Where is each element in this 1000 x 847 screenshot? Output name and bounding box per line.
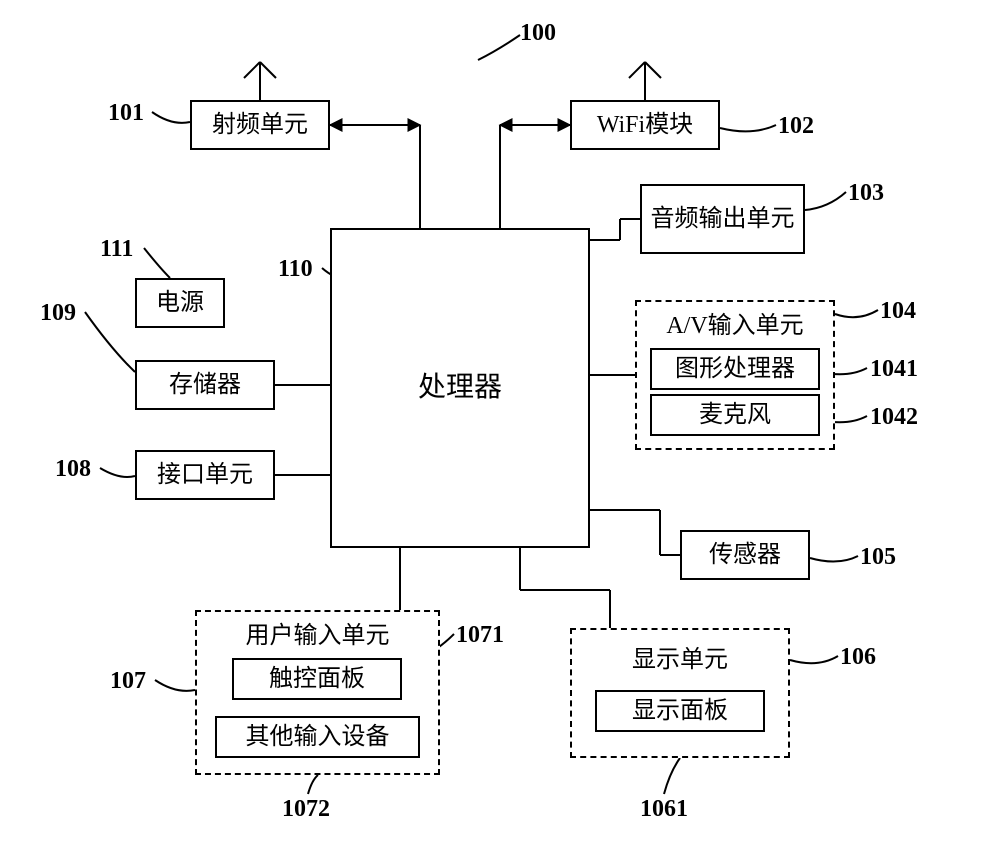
leader-1072 (308, 775, 318, 794)
edge-processor-rf (330, 125, 420, 228)
gpu-label: 图形处理器 (675, 355, 795, 384)
touch-panel-box: 触控面板 (232, 658, 402, 700)
ref-105: 105 (860, 544, 896, 571)
diagram-canvas: 处理器 射频单元 WiFi模块 音频输出单元 A/V输入单元 图形处理器 麦克风… (0, 0, 1000, 847)
leader-103 (805, 192, 846, 210)
power-label: 电源 (156, 289, 204, 318)
memory-box: 存储器 (135, 360, 275, 410)
leader-102 (720, 125, 776, 131)
ref-106: 106 (840, 644, 876, 671)
display-panel-label: 显示面板 (632, 697, 728, 726)
edge-processor-wifi (500, 125, 570, 228)
ref-1061: 1061 (640, 796, 688, 823)
ref-1041: 1041 (870, 356, 918, 383)
ref-102: 102 (778, 113, 814, 140)
sensor-box: 传感器 (680, 530, 810, 580)
rf-unit-box: 射频单元 (190, 100, 330, 150)
audio-out-label: 音频输出单元 (651, 205, 795, 234)
display-group-title: 显示单元 (572, 646, 788, 675)
wifi-label: WiFi模块 (597, 111, 693, 140)
other-input-label: 其他输入设备 (246, 723, 390, 752)
leader-106 (790, 656, 838, 663)
edge-processor-display (520, 548, 610, 628)
ref-110: 110 (278, 256, 313, 283)
ref-108: 108 (55, 456, 91, 483)
leader-109 (85, 312, 135, 372)
edge-processor-audio (590, 219, 640, 240)
ref-103: 103 (848, 180, 884, 207)
processor-box: 处理器 (330, 228, 590, 548)
leader-101 (152, 112, 190, 123)
wifi-antenna-icon (629, 62, 661, 100)
leader-108 (100, 468, 135, 477)
power-box: 电源 (135, 278, 225, 328)
ref-101: 101 (108, 100, 144, 127)
ref-1072: 1072 (282, 796, 330, 823)
display-panel-box: 显示面板 (595, 690, 765, 732)
leader-107 (155, 680, 195, 691)
ref-109: 109 (40, 300, 76, 327)
ref-104: 104 (880, 298, 916, 325)
leader-111 (144, 248, 170, 278)
interface-label: 接口单元 (157, 461, 253, 490)
ref-107: 107 (110, 668, 146, 695)
other-input-box: 其他输入设备 (215, 716, 420, 758)
touch-panel-label: 触控面板 (269, 665, 365, 694)
leader-104 (835, 310, 878, 317)
mic-label: 麦克风 (699, 401, 771, 430)
leader-105 (810, 556, 858, 562)
wifi-box: WiFi模块 (570, 100, 720, 150)
rf-unit-label: 射频单元 (212, 111, 308, 140)
audio-out-box: 音频输出单元 (640, 184, 805, 254)
rf-antenna-icon (244, 62, 276, 100)
ref-100: 100 (520, 20, 556, 47)
av-input-title: A/V输入单元 (637, 312, 833, 341)
ref-1042: 1042 (870, 404, 918, 431)
leader-100 (478, 35, 520, 60)
gpu-box: 图形处理器 (650, 348, 820, 390)
ref-111: 111 (100, 236, 133, 263)
processor-label: 处理器 (418, 371, 502, 405)
edge-processor-sensor (590, 510, 680, 555)
leader-1061 (664, 758, 680, 794)
memory-label: 存储器 (169, 371, 241, 400)
ref-1071: 1071 (456, 622, 504, 649)
mic-box: 麦克风 (650, 394, 820, 436)
interface-box: 接口单元 (135, 450, 275, 500)
sensor-label: 传感器 (709, 541, 781, 570)
user-input-title: 用户输入单元 (197, 622, 438, 651)
